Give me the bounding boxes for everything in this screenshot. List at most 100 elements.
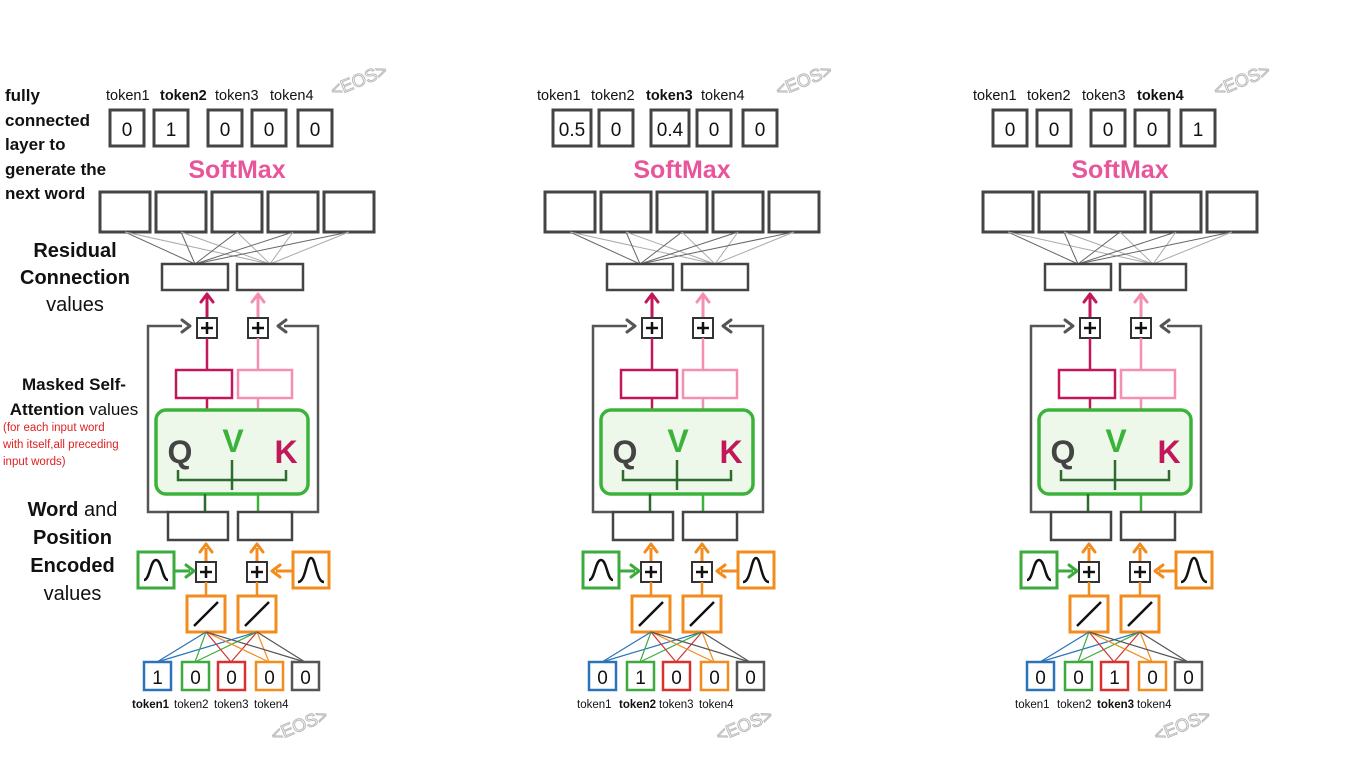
eos-watermark-bottom: <EOS>	[1151, 705, 1213, 746]
input-token-label: token1	[577, 699, 612, 711]
output-token-label: token2	[591, 88, 635, 104]
input-onehot-value: 0	[745, 668, 756, 689]
fc-connection-line	[1063, 231, 1079, 265]
fc-output-box	[599, 190, 653, 234]
input-onehot-box	[1137, 660, 1168, 692]
pos-arrowhead-left	[643, 542, 659, 554]
fc-connection-line	[124, 231, 271, 265]
residual-arrowhead-right	[1133, 292, 1149, 304]
input-onehot-value: 1	[152, 668, 163, 689]
fc-connection-line	[194, 231, 350, 265]
residual-line-1: Residual	[33, 240, 117, 262]
residual-connection-label: Residual Connection values	[14, 238, 136, 319]
output-prob-box	[206, 108, 244, 148]
bell-arrowhead	[270, 563, 282, 579]
fc-connection-line	[1007, 231, 1154, 265]
output-prob-box	[551, 108, 593, 148]
fc-connection-line	[639, 231, 795, 265]
output-token-label: token3	[215, 88, 259, 104]
input-onehot-value: 0	[1073, 668, 1084, 689]
fc-output-box	[981, 190, 1035, 234]
residual-line-2: Connection	[20, 267, 130, 289]
input-onehot-box	[180, 660, 211, 692]
embedding-box	[630, 594, 672, 634]
q-label: Q	[168, 434, 193, 470]
residual-bypass-arrow-left	[180, 318, 192, 334]
v-label: V	[222, 423, 244, 459]
panel-2: token1 token2 token3 token4 <EOS><EOS>0.5 0 0.…	[537, 60, 835, 747]
input-weight-line	[650, 631, 715, 663]
input-weight-line	[256, 631, 306, 663]
bell-curve-icon	[1180, 556, 1208, 584]
input-onehot-box	[1173, 660, 1204, 692]
input-onehot-box	[1099, 660, 1130, 692]
output-prob-box	[991, 108, 1029, 148]
fc-output-box	[1149, 190, 1203, 234]
fc-line-3: layer to	[5, 135, 66, 154]
input-weight-line	[701, 631, 715, 663]
fc-output-box	[711, 190, 765, 234]
attention-value-box-right	[1119, 368, 1177, 400]
input-weight-line	[1088, 631, 1153, 663]
residual-box-right	[235, 262, 305, 292]
residual-bypass-right	[729, 324, 765, 514]
linear-activation-icon	[193, 601, 219, 627]
linear-activation-icon	[1076, 601, 1102, 627]
fc-output-box	[266, 190, 320, 234]
output-prob-box	[152, 108, 190, 148]
input-token-label: token3	[659, 699, 694, 711]
bell-arrowhead	[1153, 563, 1165, 579]
input-onehot-value: 0	[300, 668, 311, 689]
eos-watermark-top: <EOS>	[328, 60, 390, 101]
sine-arrowhead	[629, 563, 641, 579]
input-onehot-value: 1	[1109, 668, 1120, 689]
residual-bypass-right	[284, 324, 320, 514]
output-prob-value: 0	[220, 120, 231, 141]
input-onehot-value: 0	[264, 668, 275, 689]
fc-connection-line	[124, 231, 196, 265]
bell-curve-icon	[742, 556, 770, 584]
output-prob-value: 0	[755, 120, 766, 141]
input-weight-line	[675, 631, 703, 663]
masked-word: Masked	[22, 375, 85, 394]
output-prob-value: 0	[264, 120, 275, 141]
input-weight-line	[1139, 631, 1189, 663]
fc-output-box	[322, 190, 376, 234]
note-line-1: (for each input word	[3, 422, 105, 434]
residual-arrowhead-left	[644, 292, 660, 304]
attention-block	[1037, 408, 1193, 496]
input-weight-line	[194, 631, 258, 663]
encoded-box-right	[236, 510, 294, 542]
output-prob-value: 0	[1005, 120, 1016, 141]
fc-line-4: generate the	[5, 159, 107, 179]
input-onehot-box	[735, 660, 766, 692]
input-token-label: token3	[214, 699, 249, 711]
input-onehot-value: 1	[635, 668, 646, 689]
linear-activation-icon	[1127, 601, 1153, 627]
input-token-label: token2	[1057, 699, 1092, 711]
output-prob-box	[250, 108, 288, 148]
input-onehot-box	[699, 660, 730, 692]
fc-output-box	[1037, 190, 1091, 234]
encoded-word: Encoded	[30, 555, 115, 577]
position-word: Position	[33, 527, 112, 549]
output-prob-value: 0	[1147, 120, 1158, 141]
residual-bypass-arrow-right	[1159, 318, 1171, 334]
input-onehot-box	[587, 660, 618, 692]
fc-connection-line	[269, 231, 294, 265]
input-weight-line	[1088, 631, 1115, 663]
fc-connection-line	[1119, 231, 1154, 265]
input-weight-line	[205, 631, 306, 663]
output-prob-box	[741, 108, 779, 148]
output-prob-box	[1089, 108, 1127, 148]
input-token-label: token4	[254, 699, 289, 711]
residual-bypass-left	[146, 324, 182, 514]
output-prob-value: 1	[166, 120, 177, 141]
fc-output-box	[98, 190, 152, 234]
output-prob-box	[108, 108, 146, 148]
encoded-values-word: values	[43, 583, 102, 605]
eos-watermark-bottom: <EOS>	[713, 705, 775, 746]
attention-value-box-left	[1057, 368, 1117, 400]
pos-arrowhead-right	[1132, 542, 1148, 554]
fc-connection-line	[180, 231, 271, 265]
